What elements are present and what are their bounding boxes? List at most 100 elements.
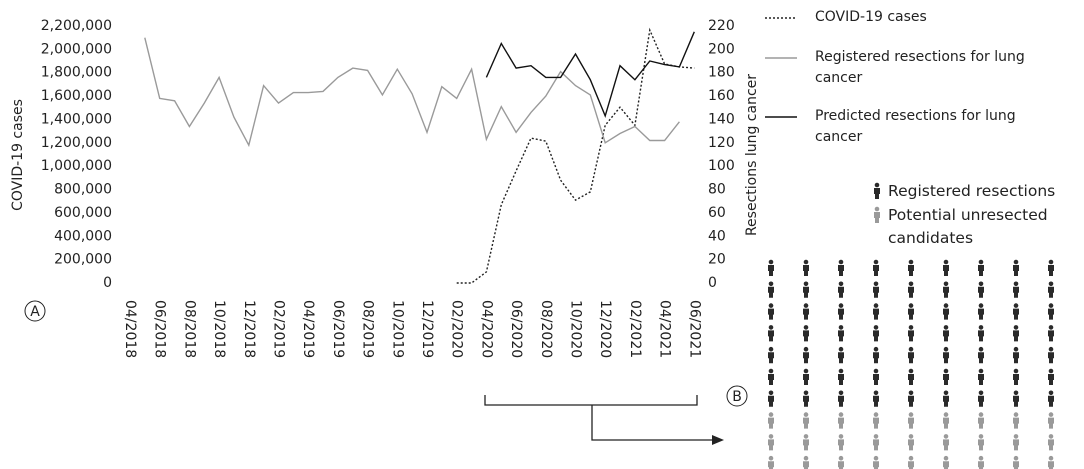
- bracket: [484, 395, 712, 441]
- person-icon-body: [908, 461, 914, 469]
- x-tick-label: 08/2018: [181, 300, 197, 358]
- person-icon-head: [908, 390, 914, 396]
- person-icon-head: [1048, 303, 1054, 308]
- x-tick-label: 04/2018: [122, 300, 138, 358]
- person-icon-head: [873, 346, 879, 352]
- person-icon-head: [978, 368, 984, 374]
- person-icon-body: [1048, 265, 1054, 276]
- x-tick-label: 12/2020: [597, 300, 613, 358]
- person-icon-head: [908, 368, 914, 374]
- series-line: [144, 37, 680, 148]
- person-icon-head: [943, 390, 949, 396]
- y-tick-label: 800,000: [54, 182, 112, 198]
- y-tick-label: 2,200,000: [41, 18, 112, 34]
- person-icon-body: [803, 374, 809, 385]
- person-icon-body: [1013, 461, 1019, 469]
- person-icon-body: [838, 439, 844, 451]
- series-line: [456, 27, 695, 284]
- person-icon-head: [838, 259, 844, 265]
- person-icon-head: [838, 412, 844, 417]
- person-icon-body: [978, 374, 984, 385]
- person-icon-body: [943, 461, 949, 469]
- person-icon-body: [1048, 352, 1054, 364]
- person-icon-head: [1048, 434, 1054, 439]
- person-icon-body: [978, 461, 984, 469]
- x-tick-label: 12/2019: [419, 300, 435, 358]
- person-icon-body: [838, 461, 844, 469]
- person-icon-body: [803, 352, 809, 364]
- person-icon-body: [978, 308, 984, 320]
- person-icon-head: [803, 412, 809, 417]
- y-tick-label: 600,000: [54, 205, 112, 221]
- person-icon-body: [943, 439, 949, 451]
- person-icon-head: [768, 281, 774, 287]
- legend-label: COVID-19 cases: [815, 9, 927, 25]
- person-icon-body: [908, 417, 914, 429]
- person-icon-head: [803, 455, 809, 461]
- person-icon-body: [873, 417, 879, 429]
- y2-tick-label: 60: [708, 205, 726, 221]
- person-icon-body: [768, 374, 774, 385]
- person-icon-body: [768, 352, 774, 364]
- y2-tick-label: 220: [708, 18, 735, 34]
- x-tick-label: 12/2018: [241, 300, 257, 358]
- person-icon-body: [873, 330, 879, 342]
- x-tick-label: 06/2019: [330, 300, 346, 358]
- person-icon-body: [838, 330, 844, 342]
- legend-label: Registered resections for lung cancer: [815, 49, 1025, 86]
- y2-tick-label: 80: [708, 182, 726, 198]
- person-icon-body: [874, 212, 880, 223]
- person-icon-head: [838, 346, 844, 352]
- person-icon-head: [873, 325, 879, 330]
- person-icon-head: [768, 434, 774, 439]
- person-icon-head: [978, 346, 984, 352]
- person-icon-body: [978, 395, 984, 407]
- person-icon-body: [803, 330, 809, 342]
- person-icon-head: [908, 281, 914, 287]
- person-icon-head: [943, 281, 949, 287]
- person-icon-body: [803, 439, 809, 451]
- person-icon-body: [943, 352, 949, 364]
- person-icon-body: [908, 286, 914, 298]
- person-icon-head: [978, 434, 984, 439]
- person-icon-head: [908, 412, 914, 417]
- person-icon-head: [943, 412, 949, 417]
- x-tick-label: 06/2020: [508, 300, 524, 358]
- y-tick-label: 400,000: [54, 228, 112, 244]
- person-icon-head: [978, 390, 984, 396]
- person-icon-head: [1048, 390, 1054, 396]
- person-icon-head: [838, 281, 844, 287]
- panel-label: A: [30, 304, 40, 320]
- y2-tick-label: 0: [708, 275, 717, 291]
- person-icon-body: [838, 417, 844, 429]
- panel-circle: [726, 385, 748, 407]
- person-icon-head: [978, 281, 984, 287]
- person-icon-head: [908, 434, 914, 439]
- person-icon-body: [768, 417, 774, 429]
- person-icon-head: [838, 303, 844, 308]
- x-tick-label: 02/2019: [271, 300, 287, 358]
- person-icon-body: [1048, 330, 1054, 342]
- person-icon-body: [978, 265, 984, 276]
- person-icon-body: [943, 286, 949, 298]
- person-icon-body: [768, 461, 774, 469]
- person-icon-head: [978, 325, 984, 330]
- person-icon-body: [803, 395, 809, 407]
- person-icon-body: [874, 188, 880, 199]
- person-icon-head: [838, 455, 844, 461]
- person-icon-body: [768, 395, 774, 407]
- person-icon-head: [943, 434, 949, 439]
- y-tick-label: 2,000,000: [41, 41, 112, 57]
- y-tick-label: 1,600,000: [41, 88, 112, 104]
- person-icon-head: [1013, 412, 1019, 417]
- person-icon-head: [874, 206, 880, 212]
- y2-tick-label: 40: [708, 228, 726, 244]
- person-icon-body: [1013, 395, 1019, 407]
- person-icon-body: [803, 461, 809, 469]
- person-icon-body: [1048, 461, 1054, 469]
- person-icon-head: [873, 390, 879, 396]
- person-icon-body: [803, 265, 809, 276]
- y2-axis-title: Resections lung cancer: [744, 74, 760, 236]
- person-icon-body: [943, 395, 949, 407]
